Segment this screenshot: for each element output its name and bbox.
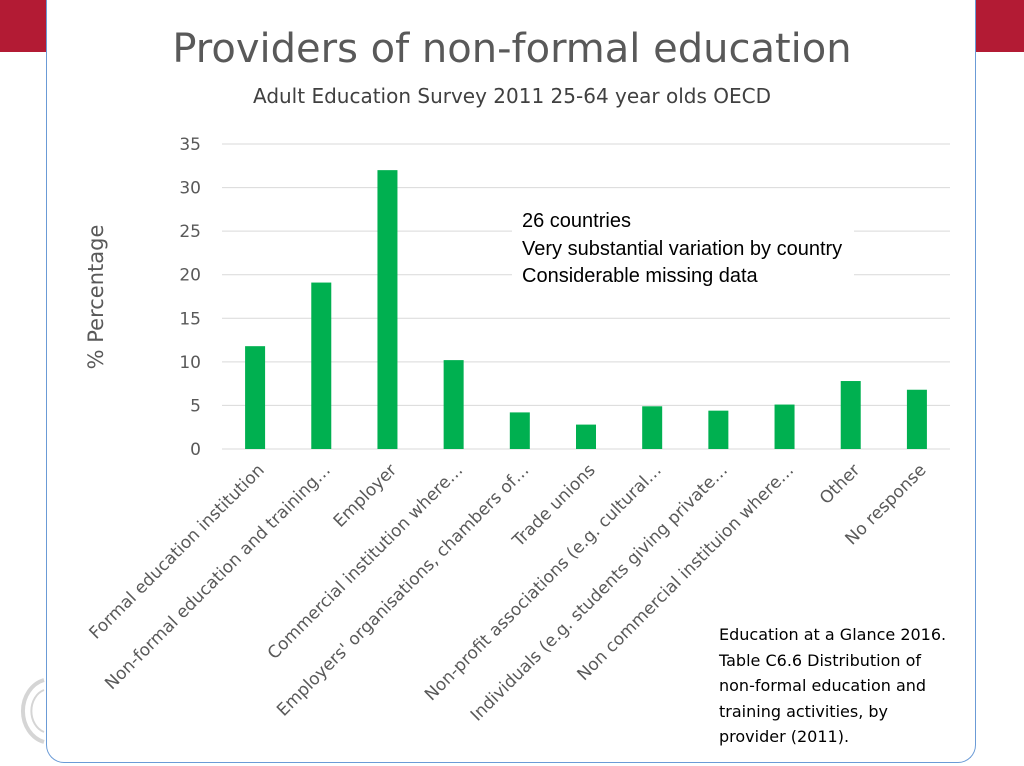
bar: [311, 282, 332, 449]
x-tick-label: Employer: [330, 460, 401, 531]
chart-subtitle: Adult Education Survey 2011 25-64 year o…: [252, 84, 772, 108]
x-tick-label: Employers' organisations, chambers of…: [273, 460, 533, 720]
bar: [509, 412, 530, 449]
source-line: non-formal education and: [719, 676, 927, 695]
y-tick-label: 20: [179, 266, 201, 286]
y-tick-label: 35: [179, 135, 201, 155]
y-tick-label: 15: [179, 309, 201, 329]
annotation-line: Considerable missing data: [522, 265, 758, 287]
bar: [840, 381, 861, 449]
university-seal-icon: [20, 678, 45, 744]
y-tick-label: 30: [179, 179, 201, 199]
x-tick-label: Non-formal education and training…: [101, 460, 334, 693]
corner-accent-left: [0, 0, 48, 52]
bar: [708, 410, 729, 449]
y-tick-label: 25: [179, 222, 201, 242]
y-axis-ticks: 0 5 10 15 20 25 30 35: [179, 135, 201, 460]
slide-frame: [46, 0, 976, 763]
bar: [443, 360, 464, 449]
bar: [774, 404, 795, 449]
chart-annotation: 26 countries Very substantial variation …: [512, 208, 855, 295]
y-tick-label: 0: [190, 440, 201, 460]
source-note: Education at a Glance 2016. Table C6.6 D…: [719, 622, 964, 750]
source-line: training activities, by: [719, 701, 888, 721]
bars: [245, 170, 927, 449]
corner-accent-right: [976, 0, 1024, 52]
bar: [906, 389, 927, 449]
y-tick-label: 10: [179, 353, 201, 373]
bar: [245, 346, 266, 449]
bar: [576, 424, 596, 449]
x-tick-label: Non-profit associations (e.g. cultural…: [421, 460, 666, 705]
annotation-line: Very substantial variation by country: [522, 237, 843, 260]
bar: [377, 170, 398, 449]
bar: [642, 406, 663, 449]
x-tick-label: Other: [816, 460, 864, 508]
annotation-line: 26 countries: [522, 210, 631, 232]
y-axis-label: % Percentage: [84, 225, 108, 370]
source-line: provider (2011).: [719, 727, 850, 746]
y-tick-label: 5: [190, 396, 201, 416]
source-line: Education at a Glance 2016.: [719, 625, 947, 644]
chart-title: Providers of non-formal education: [172, 26, 852, 72]
source-line: Table C6.6 Distribution of: [719, 650, 922, 670]
